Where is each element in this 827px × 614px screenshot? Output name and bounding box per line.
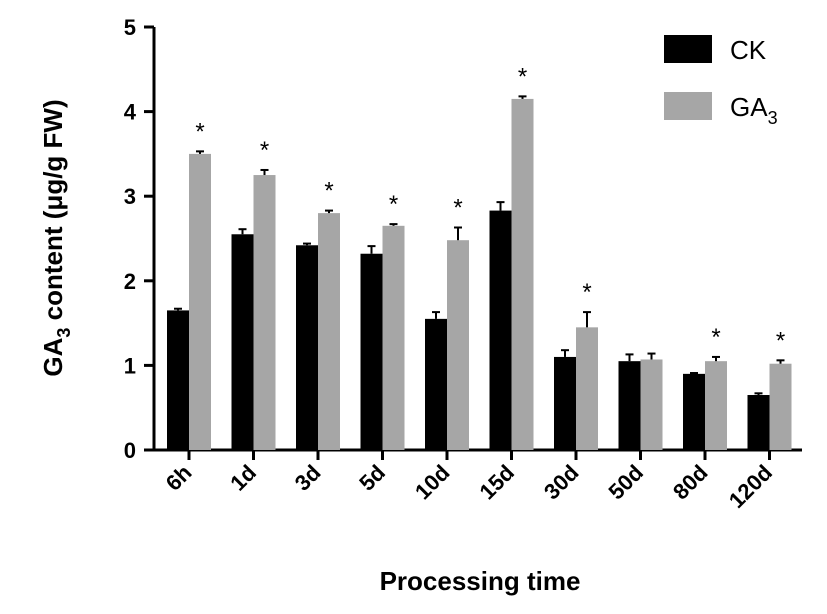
x-axis-title: Processing time	[380, 566, 581, 596]
significance-marks: * * * * * * * * *	[195, 63, 785, 354]
bars	[167, 98, 792, 451]
significance-star: *	[260, 137, 269, 164]
x-tick-label: 6h	[161, 460, 197, 496]
bar-ga3-3d	[318, 213, 340, 450]
significance-star: *	[518, 63, 527, 90]
bar-ga3-15d	[511, 98, 534, 450]
y-tick-label: 3	[124, 184, 136, 209]
bar-ck-50d	[618, 361, 641, 450]
y-axis-title-subscript: 3	[54, 328, 74, 338]
legend: CK GA3	[664, 35, 778, 128]
significance-star: *	[776, 327, 785, 354]
x-ticks: 6h 1d 3d 5d 10d 15d 30d 50d 80d 120d	[161, 450, 777, 513]
significance-star: *	[195, 118, 204, 145]
bar-ck-5d	[360, 253, 383, 450]
x-tick-label: 30d	[539, 460, 583, 504]
y-axis-title-prefix: GA	[38, 337, 68, 376]
y-tick-label: 1	[124, 353, 136, 378]
y-tick-label: 5	[124, 15, 136, 40]
bar-ga3-5d	[382, 225, 405, 450]
y-tick-label: 2	[124, 269, 136, 294]
legend-label-ga3-subscript: 3	[768, 108, 778, 128]
bar-ck-120d	[747, 395, 770, 450]
x-tick-label: 3d	[290, 460, 326, 496]
significance-star: *	[453, 195, 462, 222]
significance-star: *	[389, 191, 398, 218]
bar-ck-3d	[296, 245, 318, 450]
x-tick-label: 80d	[668, 460, 712, 504]
y-ticks: 0 1 2 3 4 5	[124, 15, 154, 463]
x-tick-label: 120d	[724, 460, 777, 513]
legend-swatch-ck	[664, 35, 712, 63]
bar-ga3-1d	[253, 175, 276, 451]
y-tick-label: 4	[124, 100, 137, 125]
bar-ga3-80d	[705, 361, 727, 450]
bar-ga3-120d	[769, 363, 792, 450]
x-tick-label: 15d	[475, 460, 519, 504]
significance-star: *	[582, 279, 591, 306]
bar-ga3-6h	[189, 153, 211, 450]
bar-ck-30d	[554, 356, 576, 450]
bar-ga3-50d	[640, 359, 663, 450]
legend-swatch-ga3	[664, 92, 712, 120]
bar-ck-10d	[425, 318, 447, 450]
legend-label-ga3-text: GA	[730, 92, 768, 122]
legend-label-ck: CK	[730, 35, 767, 65]
bar-ck-1d	[231, 234, 254, 450]
x-tick-label: 10d	[410, 460, 454, 504]
bar-ga3-30d	[576, 327, 598, 450]
bar-ck-6h	[167, 310, 189, 450]
bar-ga3-10d	[447, 240, 469, 450]
x-tick-label: 50d	[604, 460, 648, 504]
error-bars	[174, 95, 785, 396]
legend-label-ga3: GA3	[730, 92, 778, 128]
significance-star: *	[711, 324, 720, 351]
x-tick-label: 1d	[225, 460, 261, 496]
significance-star: *	[324, 178, 333, 205]
x-tick-label: 5d	[354, 460, 390, 496]
y-tick-label: 0	[124, 438, 136, 463]
bar-ck-15d	[489, 210, 512, 450]
y-axis-title: GA3 content (μg/g FW)	[38, 99, 74, 376]
y-axis-title-suffix: content (μg/g FW)	[38, 99, 68, 327]
bar-ck-80d	[683, 373, 705, 450]
